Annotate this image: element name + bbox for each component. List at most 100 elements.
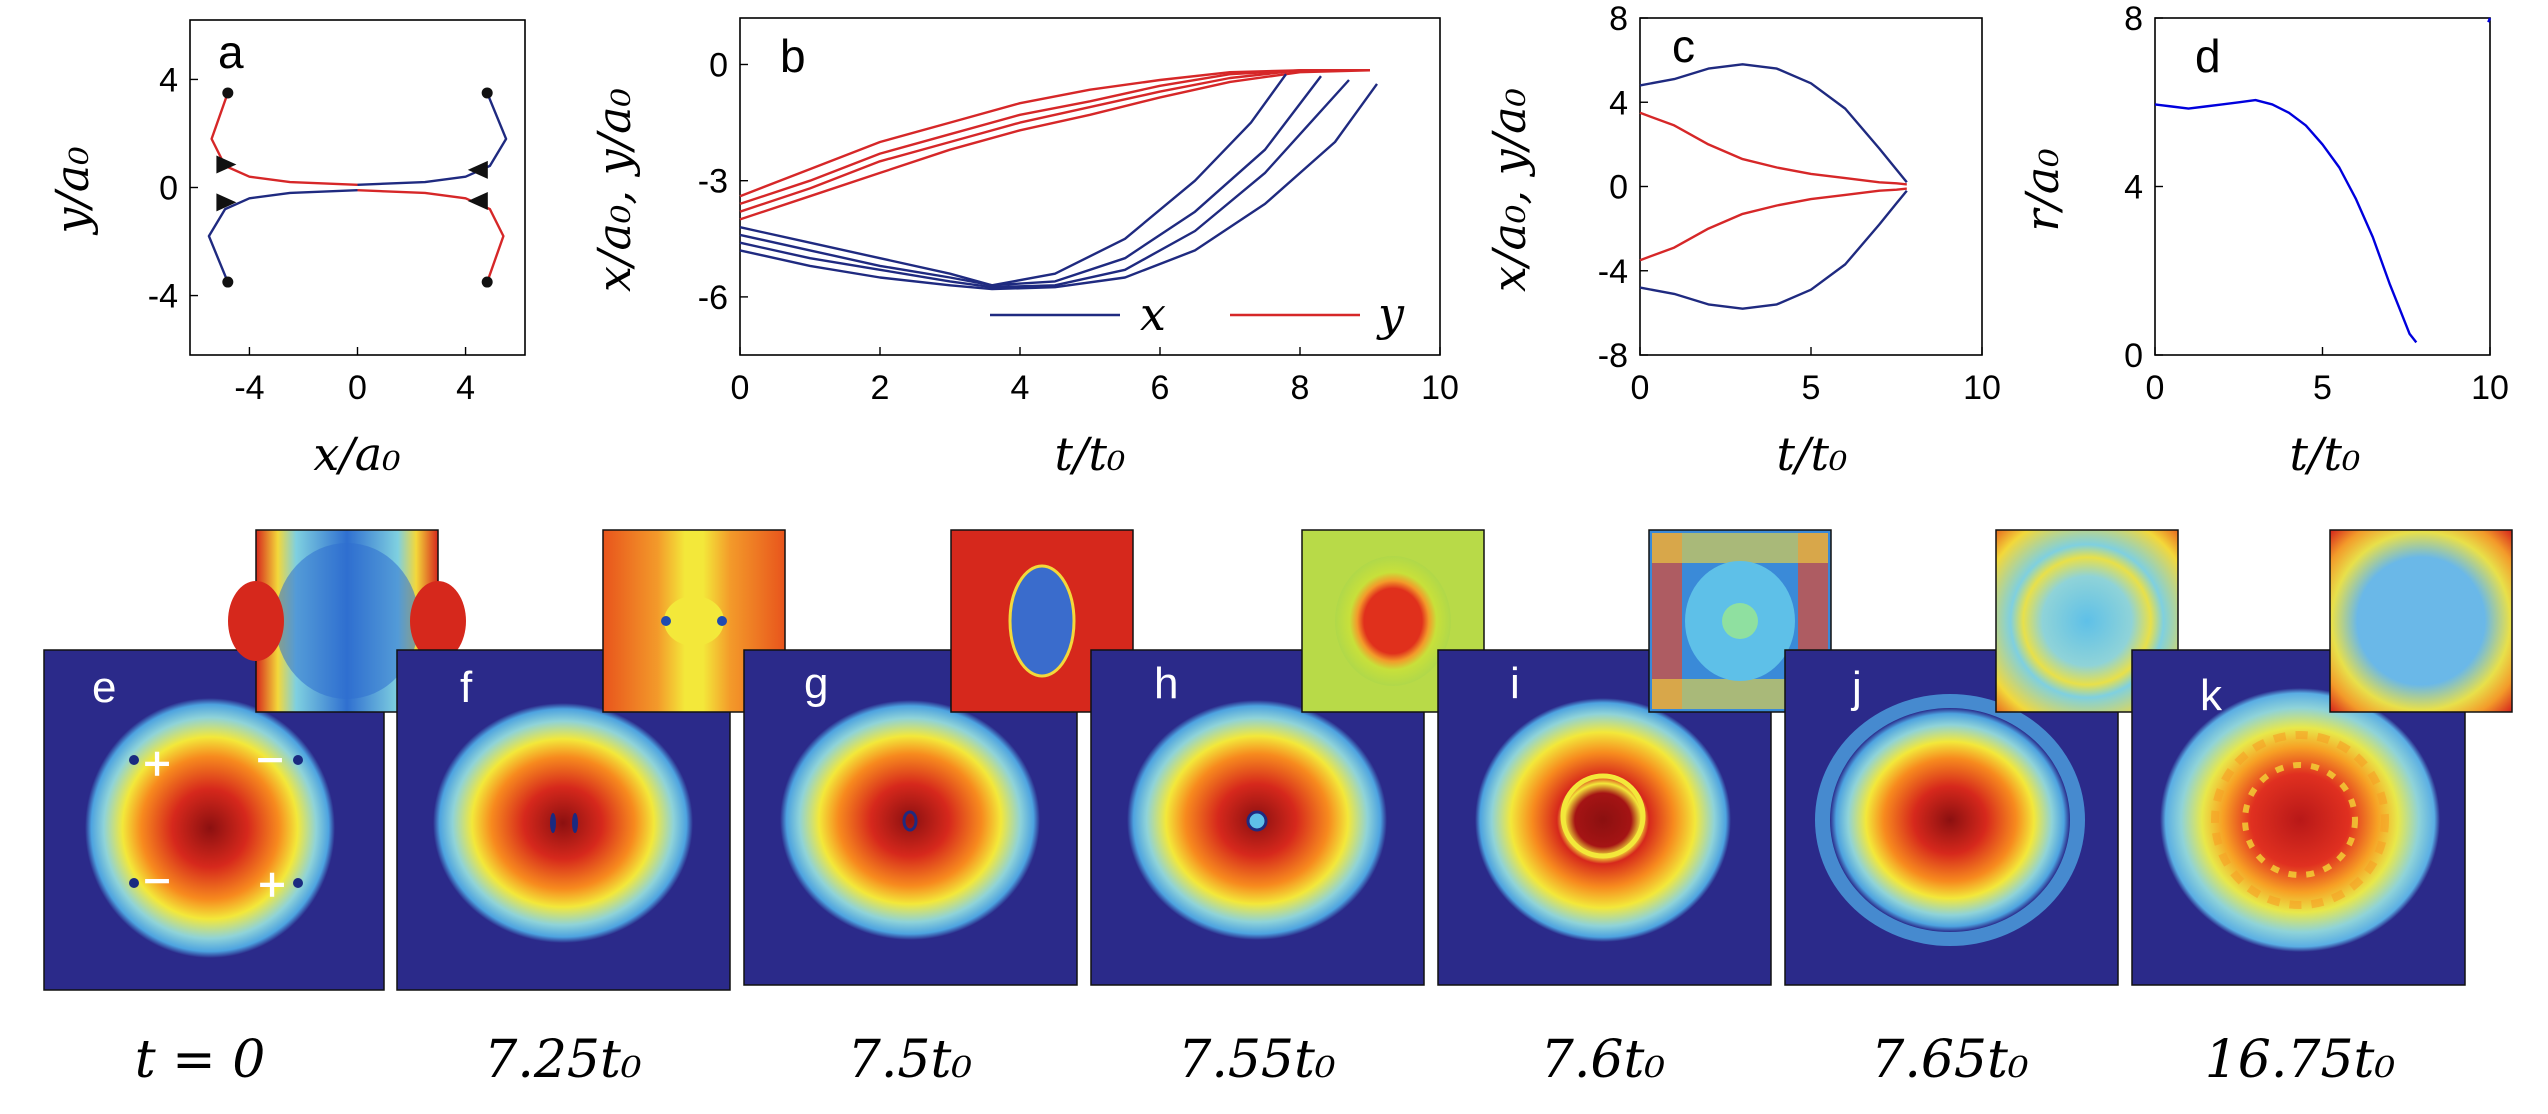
- direction-arrow: [216, 155, 237, 174]
- y-tick-label: -4: [1598, 253, 1628, 291]
- series-line: [739, 73, 1287, 287]
- panel-d-letter: d: [2195, 30, 2221, 82]
- snapshot-e: + − − + e t = 0: [43, 529, 466, 1090]
- panel-i-letter: i: [1510, 659, 1520, 708]
- trajectory-start-point: [222, 87, 234, 99]
- panel-b-legend: x y: [990, 287, 1405, 341]
- y-tick-label: 4: [2124, 169, 2143, 207]
- x-tick-label: 5: [1802, 369, 1821, 407]
- x-tick-label: 0: [731, 369, 750, 407]
- panel-a-ticks: -4 0 4 4 0 -4: [148, 61, 475, 407]
- vortex-core: [293, 755, 303, 765]
- time-label-h: 7.55t₀: [1178, 1030, 1336, 1090]
- time-label-g: 7.5t₀: [848, 1030, 973, 1090]
- series-line: [2487, 17, 2492, 23]
- x-tick-label: 0: [348, 369, 367, 407]
- panel-c-ticks: 0 5 10 8 4 0 -4 -8: [1598, 0, 2001, 407]
- series-line: [739, 75, 1322, 287]
- condensate-i: [1475, 698, 1731, 942]
- y-tick-label: 4: [159, 61, 178, 99]
- series-line: [1639, 111, 1907, 186]
- phase-inset-h: [1301, 529, 1485, 713]
- panel-a-ylabel: y/a₀: [45, 146, 99, 235]
- series-line: [1639, 189, 1908, 310]
- trajectory-start-point: [481, 276, 493, 288]
- panel-g-letter: g: [804, 659, 828, 708]
- panel-a-frame: [189, 19, 526, 356]
- y-tick-label: -3: [698, 163, 728, 201]
- panel-b-letter: b: [780, 30, 806, 82]
- condensate-e: [85, 698, 335, 958]
- trajectory-start-point: [222, 276, 234, 288]
- condensate-j: [1830, 708, 2070, 932]
- legend-x-label: x: [1140, 287, 1166, 341]
- vortex-core: [129, 878, 139, 888]
- panel-a-xlabel: x/a₀: [313, 427, 400, 481]
- y-tick-label: -4: [148, 278, 178, 316]
- time-label-k: 16.75t₀: [2205, 1030, 2396, 1090]
- y-tick-label: 8: [1609, 0, 1628, 38]
- legend-y-label: y: [1376, 287, 1405, 341]
- series-line: [739, 79, 1350, 289]
- x-tick-label: 10: [1963, 369, 2001, 407]
- charge-marker: +: [141, 740, 173, 785]
- panel-d-plot-area: [2154, 17, 2492, 344]
- time-label-i: 7.6t₀: [1541, 1030, 1666, 1090]
- y-tick-label: 0: [1609, 169, 1628, 207]
- panel-b-ylabel: x/a₀, y/a₀: [587, 88, 641, 292]
- y-tick-label: 0: [709, 46, 728, 84]
- panel-k-letter: k: [2200, 671, 2223, 720]
- direction-arrow: [216, 193, 237, 212]
- charge-marker: −: [254, 736, 286, 781]
- panel-b-plot-area: [739, 69, 1378, 291]
- charge-marker: −: [141, 857, 173, 902]
- charge-marker: +: [256, 861, 288, 906]
- condensate-g: [780, 700, 1040, 940]
- panel-e-letter: e: [92, 663, 116, 712]
- x-tick-label: 0: [1631, 369, 1650, 407]
- panel-c-ylabel: x/a₀, y/a₀: [1482, 88, 1536, 292]
- series-line: [739, 69, 1370, 213]
- series-line: [207, 189, 358, 283]
- series-line: [1639, 63, 1908, 184]
- snapshot-i: i 7.6t₀: [1437, 529, 1832, 1090]
- series-line: [739, 69, 1371, 221]
- direction-arrow: [467, 160, 488, 179]
- x-tick-label: 8: [1291, 369, 1310, 407]
- series-line: [1639, 187, 1907, 262]
- phase-inset-k: [2329, 529, 2513, 713]
- panel-c-xlabel: t/t₀: [1777, 427, 1848, 481]
- series-line: [739, 69, 1370, 206]
- snapshot-h: h 7.55t₀: [1090, 529, 1485, 1090]
- panel-c-frame: [1639, 17, 1983, 356]
- snapshot-g: g 7.5t₀: [743, 529, 1134, 1090]
- y-tick-label: -8: [1598, 337, 1628, 375]
- x-tick-label: 10: [2471, 369, 2509, 407]
- snapshot-k: k 16.75t₀: [2131, 529, 2513, 1090]
- snapshot-f: f 7.25t₀: [396, 529, 786, 1090]
- series-line: [2154, 98, 2418, 344]
- x-tick-label: 4: [1011, 369, 1030, 407]
- panel-c-plot-area: [1639, 63, 1908, 310]
- vortex-core: [129, 755, 139, 765]
- y-tick-label: 4: [1609, 84, 1628, 122]
- panel-d-xlabel: t/t₀: [2290, 427, 2361, 481]
- panel-d-ylabel: r/a₀: [2015, 148, 2069, 231]
- x-tick-label: 6: [1151, 369, 1170, 407]
- time-label-j: 7.65t₀: [1871, 1030, 2029, 1090]
- direction-arrow: [467, 192, 488, 210]
- panel-j-letter: j: [1850, 663, 1862, 712]
- panel-a-letter: a: [218, 26, 244, 78]
- x-tick-label: 10: [1421, 369, 1459, 407]
- panel-d-ticks: 0 5 10 8 4 0: [2124, 0, 2509, 407]
- y-tick-label: 8: [2124, 0, 2143, 38]
- panel-d: d 0 5 10 8 4 0 t/t₀ r/a₀: [2015, 0, 2509, 481]
- time-label-f: 7.25t₀: [484, 1030, 642, 1090]
- panel-a: a -4 0 4 4 0 -4 x/a₀ y/a₀: [45, 19, 526, 481]
- panel-h-letter: h: [1154, 659, 1178, 708]
- condensate-f: [433, 703, 693, 943]
- condensate-k: [2160, 688, 2440, 952]
- panel-b-xlabel: t/t₀: [1055, 427, 1126, 481]
- panel-a-plot-area: [207, 87, 508, 288]
